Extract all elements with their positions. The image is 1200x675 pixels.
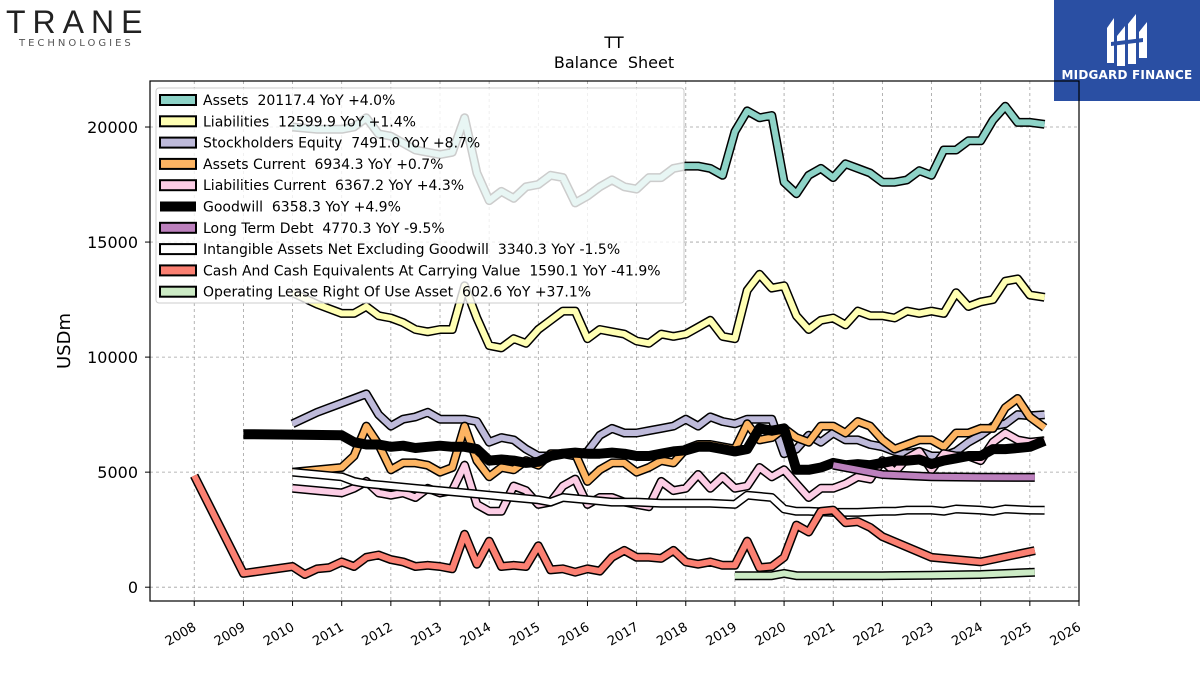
plot-frame (149, 80, 1080, 602)
logo-brand-text: TRANE (6, 4, 149, 40)
legend-swatch (159, 136, 197, 149)
legend-label: Liabilities Current 6367.2 YoY +4.3% (203, 178, 464, 194)
x-tick-label: 2025 (998, 620, 1034, 650)
y-tick-label: 5000 (97, 463, 138, 482)
series-line (292, 469, 1045, 516)
series-operating-lease-right-of-use-asset (734, 567, 1035, 581)
legend-swatch (159, 179, 197, 192)
series-line (291, 271, 1046, 351)
x-tick-label: 2013 (409, 620, 445, 650)
y-tick-label: 15000 (87, 233, 138, 252)
legend-swatch (159, 264, 197, 277)
legend-label: Operating Lease Right Of Use Asset 602.6… (203, 285, 591, 301)
x-tick-label: 2018 (654, 620, 690, 650)
legend-label: Intangible Assets Net Excluding Goodwill… (203, 242, 620, 258)
x-tick-label: 2026 (1048, 620, 1084, 650)
series-long-term-debt (832, 460, 1035, 482)
x-tick-label: 2022 (851, 620, 887, 650)
x-tick-label: 2011 (310, 620, 346, 650)
legend-swatch (159, 115, 197, 128)
legend-swatch (160, 201, 196, 212)
logo-sub-text: TECHNOLOGIES (18, 38, 134, 49)
series-lines (190, 101, 1048, 581)
legend-swatch (159, 157, 197, 170)
x-tick-label: 2016 (556, 620, 592, 650)
legend-swatch (159, 243, 197, 256)
series-cash-and-cash-equivalents-at-carrying-value (190, 473, 1036, 579)
legend-box (155, 87, 685, 304)
series-line (191, 474, 1036, 578)
legend-label: Assets 20117.4 YoY +4.0% (203, 93, 395, 109)
legend-label: Liabilities 12599.9 YoY +1.4% (203, 114, 416, 130)
x-tick-label: 2017 (605, 620, 641, 650)
y-tick-label: 20000 (87, 118, 138, 137)
x-tick-label: 2008 (163, 620, 199, 650)
series-intangible-assets-net-excluding-goodwill (292, 467, 1045, 517)
trane-technologies-logo: TRANE TECHNOLOGIES (6, 4, 149, 49)
legend-swatch (159, 221, 197, 234)
legend-swatch (159, 94, 197, 106)
legend-label: Assets Current 6934.3 YoY +0.7% (203, 157, 444, 173)
midgard-finance-logo: MIDGARD FINANCE (1054, 0, 1200, 101)
series-line (292, 395, 1047, 485)
x-tick-label: 2014 (458, 620, 494, 650)
y-tick-label: 10000 (87, 348, 138, 367)
chart-title: TT (603, 33, 623, 52)
midgard-brand-text: MIDGARD FINANCE (1061, 68, 1193, 82)
x-tick-label: 2015 (507, 620, 543, 650)
y-axis-label: USDm (54, 313, 75, 369)
x-tick-label: 2010 (261, 620, 297, 650)
x-tick-label: 2021 (802, 620, 838, 650)
series-line (832, 462, 1035, 481)
x-tick-label: 2020 (753, 620, 789, 650)
x-tick-label: 2023 (900, 620, 936, 650)
x-tick-label: 2024 (949, 620, 985, 650)
legend: Assets 20117.4 YoY +4.0% Liabilities 1259… (155, 87, 685, 304)
series-line (243, 423, 1047, 475)
x-tick-label: 2009 (212, 620, 248, 650)
series-line (734, 569, 1035, 579)
legend-label: Stockholders Equity 7491.0 YoY +8.7% (203, 136, 480, 152)
legend-label: Goodwill 6358.3 YoY +4.9% (203, 200, 401, 216)
chart-subtitle: Balance Sheet (554, 53, 674, 72)
series-assets-current (292, 394, 1048, 486)
legend-label: Long Term Debt 4770.3 YoY -9.5% (203, 221, 445, 237)
y-tick-label: 0 (128, 578, 138, 597)
x-tick-label: 2012 (359, 620, 395, 650)
legend-swatch (159, 285, 197, 298)
midgard-mark-icon (1107, 14, 1147, 66)
series-goodwill (243, 423, 1047, 475)
x-tick-label: 2019 (704, 620, 740, 650)
legend-label: Cash And Cash Equivalents At Carrying Va… (203, 263, 661, 279)
series-liabilities (290, 269, 1046, 353)
